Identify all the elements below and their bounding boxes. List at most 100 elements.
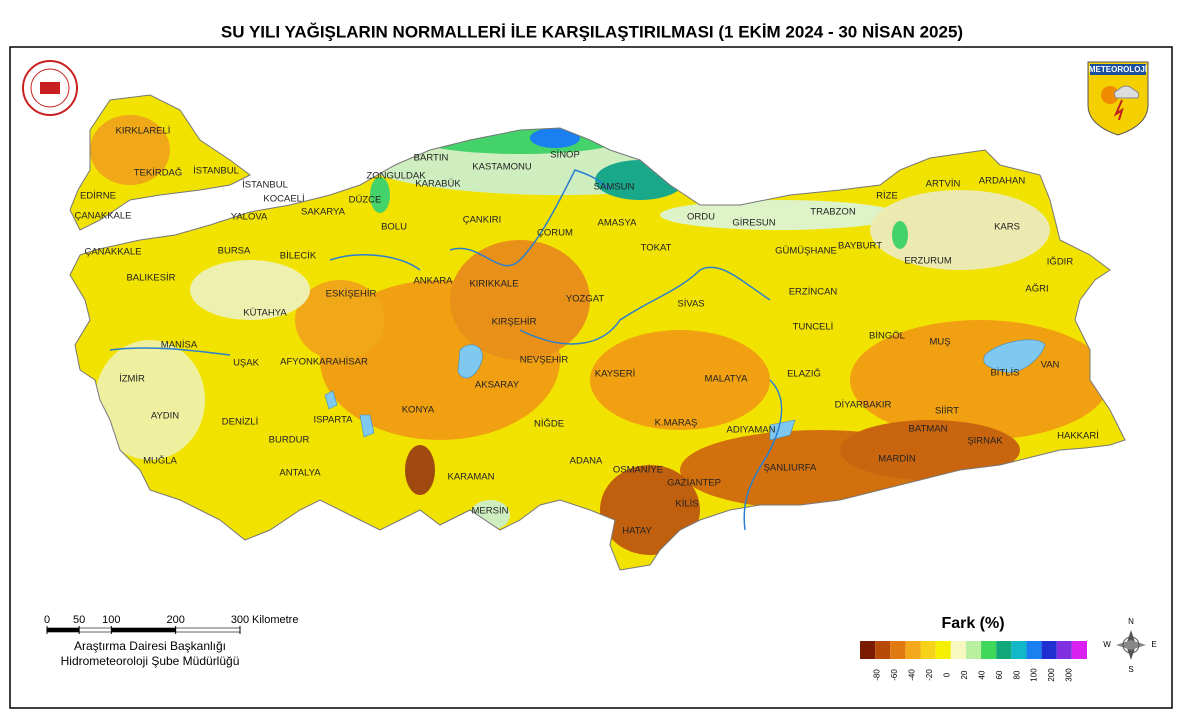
province-label: ORDU [687, 212, 715, 223]
province-label: ŞANLIURFA [764, 463, 817, 474]
province-label: KASTAMONU [472, 162, 532, 173]
province-label: ERZİNCAN [789, 287, 838, 298]
province-label: ÇANAKKALE [84, 247, 141, 258]
scale-label: 50 [73, 614, 85, 626]
scale-segment [111, 627, 176, 633]
province-label: KARABÜK [415, 179, 461, 190]
credit-line: Araştırma Dairesi Başkanlığı [74, 639, 226, 653]
province-label: BALIKESİR [126, 273, 175, 284]
legend-swatch [996, 641, 1012, 659]
province-label: YOZGAT [566, 294, 605, 305]
province-label: BİLECİK [280, 251, 317, 262]
legend-swatch [1041, 641, 1057, 659]
province-label: ELAZIĞ [787, 369, 821, 380]
province-label: YALOVA [231, 212, 268, 223]
province-label: KOCAELİ [263, 194, 304, 205]
credit-line: Hidrometeoroloji Şube Müdürlüğü [61, 654, 240, 668]
province-label: MERSİN [472, 506, 509, 517]
province-label: AĞRI [1025, 284, 1048, 295]
province-label: IĞDIR [1047, 257, 1074, 268]
legend-label: 200 [1047, 668, 1056, 682]
province-label: İZMİR [119, 374, 145, 385]
legend-swatch [1056, 641, 1072, 659]
legend-swatch [875, 641, 891, 659]
legend-swatch [860, 641, 876, 659]
province-label: KIRŞEHİR [492, 317, 537, 328]
province-label: ÇANAKKALE [74, 211, 131, 222]
province-label: ZONGULDAK [366, 171, 426, 182]
logo-text: METEOROLOJİ [1089, 65, 1147, 74]
province-label: BURDUR [269, 435, 310, 446]
province-label: RİZE [876, 191, 898, 202]
legend-swatch [950, 641, 966, 659]
title: SU YILI YAĞIŞLARIN NORMALLERİ İLE KARŞIL… [221, 22, 963, 41]
province-label: BİTLİS [990, 368, 1019, 379]
compass-s: S [1128, 665, 1133, 674]
scale-unit: Kilometre [252, 614, 298, 626]
province-label: ANTALYA [279, 468, 321, 479]
legend-swatch [890, 641, 906, 659]
province-label: HATAY [622, 526, 652, 537]
scale-label: 100 [102, 614, 120, 626]
legend-label: -80 [873, 669, 882, 681]
province-label: KARS [994, 222, 1020, 233]
province-label: ERZURUM [904, 256, 952, 267]
province-label: EDİRNE [80, 191, 116, 202]
compass-n: N [1128, 617, 1134, 626]
province-label: ANKARA [413, 276, 453, 287]
ministry-logo [22, 60, 78, 116]
province-label: ADIYAMAN [727, 425, 776, 436]
province-label: TOKAT [641, 243, 672, 254]
legend-swatch [965, 641, 982, 659]
legend-label: 60 [995, 670, 1004, 679]
province-label: SAKARYA [301, 207, 346, 218]
province-label: NİĞDE [534, 419, 564, 430]
province-label: KIRKLARELİ [116, 126, 171, 137]
compass: N E S W [1103, 617, 1156, 674]
legend-label: 300 [1065, 668, 1074, 682]
province-label: DÜZCE [349, 195, 382, 206]
legend-swatch [920, 641, 936, 659]
scale-label: 200 [166, 614, 184, 626]
meteoroloji-logo: METEOROLOJİ [1087, 61, 1149, 136]
province-label: MUĞLA [143, 456, 177, 467]
province-label: HAKKARİ [1057, 431, 1099, 442]
province-label: SİVAS [677, 299, 704, 310]
province-label: BİNGÖL [869, 331, 905, 342]
province-label: ISPARTA [313, 415, 353, 426]
province-labels: KIRKLARELİ TEKİRDAĞ EDİRNE İSTANBULİSTANBUL… [74, 126, 1098, 537]
legend-swatch [981, 641, 997, 659]
province-label: TRABZON [810, 207, 856, 218]
province-label: MALATYA [705, 374, 749, 385]
legend: -80 -60 -40 -20 0 20 40 60 80 100 200 300 [860, 641, 1087, 682]
province-label: UŞAK [233, 358, 260, 369]
legend-swatch [1071, 641, 1087, 659]
province-label: AMASYA [598, 218, 638, 229]
province-label: DİYARBAKIR [835, 400, 892, 411]
province-label: AKSARAY [475, 380, 520, 391]
legend-swatch [905, 641, 921, 659]
province-label: AYDIN [151, 411, 179, 422]
province-label: BAYBURT [838, 241, 882, 252]
province-label: BURSA [218, 246, 251, 257]
scale-segment [46, 627, 80, 633]
province-label: MANİSA [161, 340, 198, 351]
legend-label: 20 [960, 670, 969, 679]
scale-segment [175, 627, 241, 633]
scale-segment [78, 627, 112, 633]
province-label: TEKİRDAĞ [134, 168, 183, 179]
frame [9, 46, 1173, 709]
province-label: BATMAN [909, 424, 948, 435]
province-label: BARTIN [414, 153, 449, 164]
province-label: KIRIKKALE [469, 279, 518, 290]
legend-label: 0 [942, 672, 951, 677]
province-label: İSTANBUL [193, 166, 239, 177]
province-label: MARDİN [878, 454, 916, 465]
province-label: TUNCELİ [793, 322, 834, 333]
province-label: ARTVİN [926, 179, 961, 190]
legend-label: 80 [1012, 670, 1021, 679]
scale-bar: 0 50 100 200 300 Kilometre [44, 614, 298, 634]
legend-label: -60 [890, 669, 899, 681]
province-label: GAZİANTEP [667, 478, 721, 489]
